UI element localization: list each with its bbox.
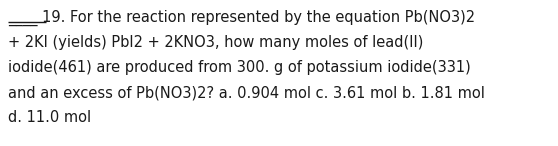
Text: and an excess of Pb(NO3)2? a. 0.904 mol c. 3.61 mol b. 1.81 mol: and an excess of Pb(NO3)2? a. 0.904 mol … — [8, 85, 485, 100]
Text: iodide(461) are produced from 300. g of potassium iodide(331): iodide(461) are produced from 300. g of … — [8, 60, 471, 75]
Text: d. 11.0 mol: d. 11.0 mol — [8, 110, 91, 125]
Text: + 2KI (yields) PbI2 + 2KNO3, how many moles of lead(II): + 2KI (yields) PbI2 + 2KNO3, how many mo… — [8, 35, 424, 50]
Text: ____ 19. For the reaction represented by the equation Pb(NO3)2: ____ 19. For the reaction represented by… — [8, 10, 475, 26]
